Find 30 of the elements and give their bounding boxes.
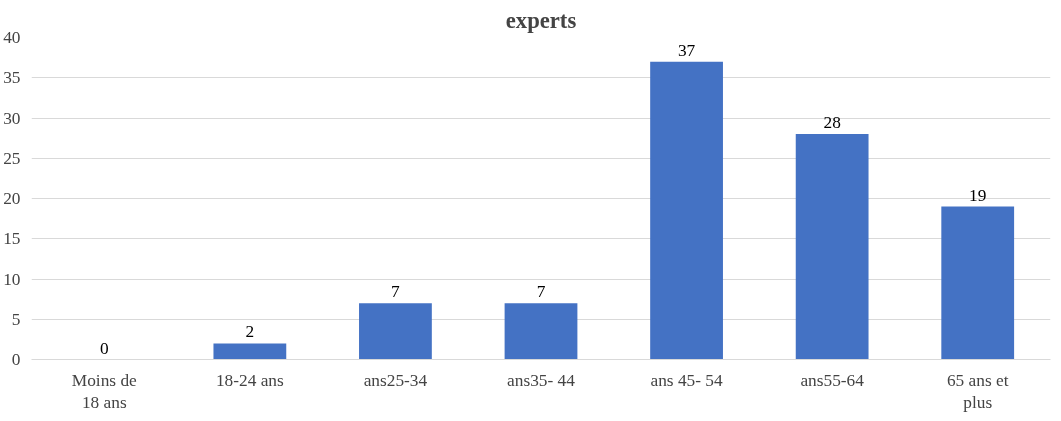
data-label: 7 <box>391 282 401 302</box>
bar <box>650 61 723 360</box>
bar <box>504 303 578 360</box>
data-label: 0 <box>99 338 109 358</box>
bar <box>795 134 869 360</box>
y-tick-label: 20 <box>3 189 21 208</box>
x-tick-label: ans35- 44 <box>507 370 576 390</box>
x-tick-label: Moins de 18 ans <box>71 370 138 413</box>
data-label: 37 <box>677 40 696 60</box>
x-tick-label: ans 45- 54 <box>650 370 723 390</box>
data-label: 19 <box>969 185 987 205</box>
chart-title: experts <box>505 7 577 33</box>
y-tick-label: 25 <box>3 148 21 168</box>
x-tick-label: ans55-64 <box>800 370 865 390</box>
y-tick-label: 40 <box>3 28 21 47</box>
x-tick-label: 18-24 ans <box>215 370 285 390</box>
data-label: 7 <box>536 282 546 302</box>
bar <box>359 303 432 360</box>
y-tick-label: 15 <box>3 229 21 249</box>
x-tick-label: ans25-34 <box>363 370 428 390</box>
data-label: 2 <box>245 322 255 342</box>
y-tick-label: 5 <box>11 309 21 329</box>
y-tick-label: 35 <box>3 68 21 88</box>
y-tick-label: 0 <box>11 350 21 369</box>
bar <box>213 343 287 360</box>
x-tick-label: 65 ans et plus <box>946 370 1009 413</box>
y-tick-label: 10 <box>3 269 21 289</box>
y-tick-label: 30 <box>3 108 21 128</box>
bar <box>941 206 1015 360</box>
data-label: 28 <box>823 113 841 133</box>
